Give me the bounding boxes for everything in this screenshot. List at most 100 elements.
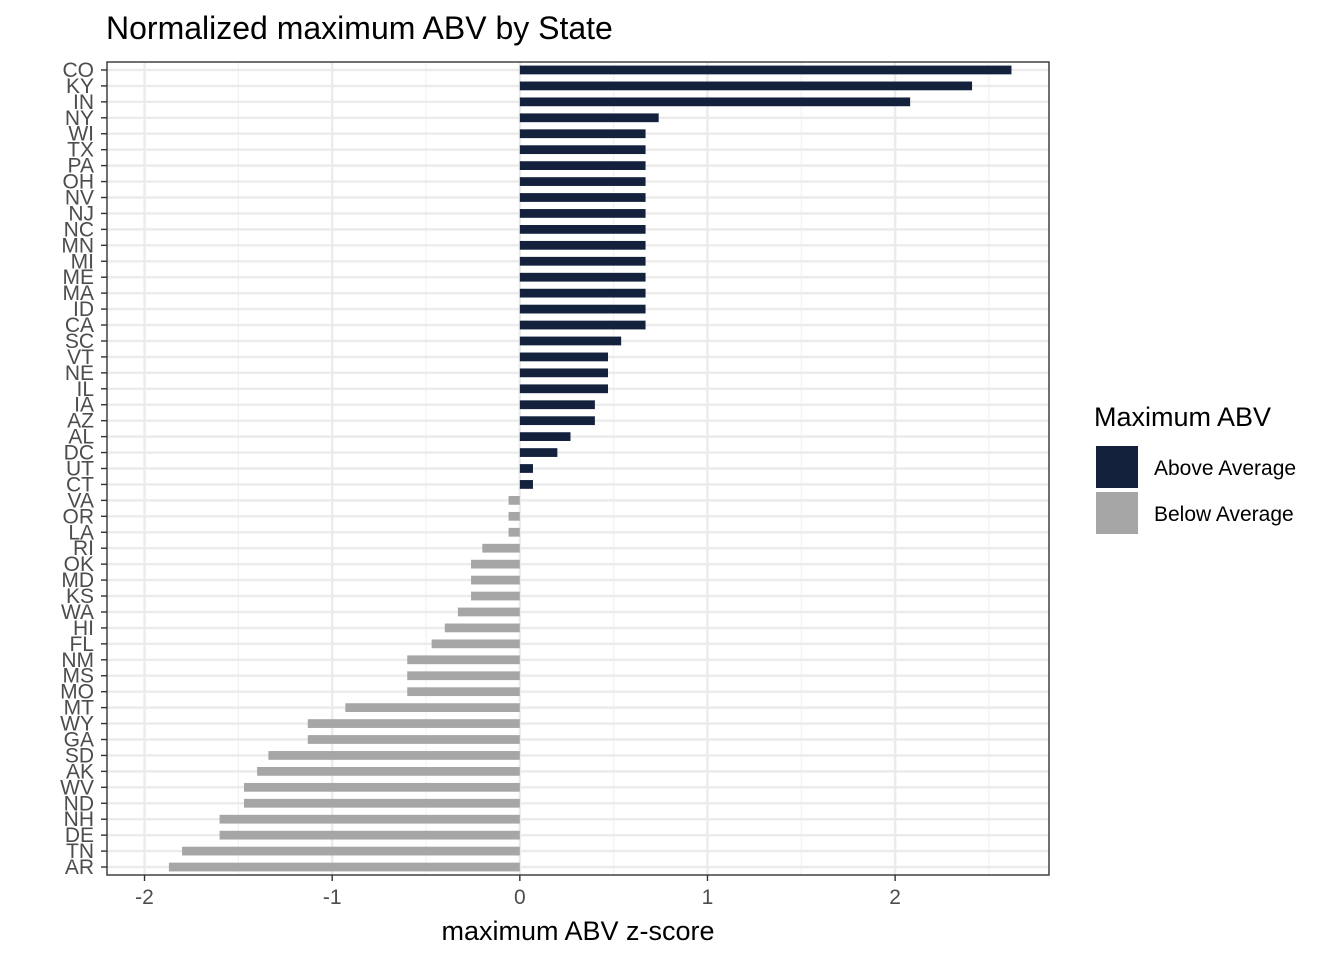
y-tick-label: AZ	[67, 410, 94, 433]
y-tick-label: GA	[64, 729, 94, 752]
bar-oh	[519, 177, 646, 186]
y-tick-label: CO	[63, 59, 95, 82]
bar-ga	[307, 735, 520, 744]
y-tick-label: NY	[65, 107, 94, 130]
y-tick-label: MA	[63, 282, 95, 305]
x-tick-label: 1	[702, 886, 714, 909]
y-tick-label: DC	[64, 442, 94, 465]
legend-label: Below Average	[1154, 503, 1294, 526]
y-tick-label: DE	[65, 824, 94, 847]
y-tick-label: KY	[66, 75, 94, 98]
y-tick-label: NM	[61, 649, 94, 672]
bar-ok	[471, 559, 520, 569]
bar-ut	[519, 464, 533, 473]
x-tick-label: -1	[323, 886, 342, 909]
bar-vt	[519, 352, 609, 362]
y-axis: COKYINNYWITXPAOHNVNJNCMNMIMEMAIDCASCVTNE…	[60, 59, 107, 879]
y-tick-label: ID	[73, 298, 94, 321]
y-tick-label: ME	[63, 266, 95, 289]
y-tick-label: WA	[61, 601, 94, 624]
bar-md	[471, 575, 520, 585]
legend-label: Above Average	[1154, 457, 1296, 480]
y-tick-label: TN	[66, 840, 94, 863]
bar-az	[519, 416, 595, 426]
bar-wy	[307, 719, 520, 728]
y-tick-label: IN	[73, 91, 94, 114]
bar-nd	[243, 798, 520, 808]
bar-wa	[457, 607, 520, 617]
bar-ar	[168, 862, 520, 872]
bar-me	[519, 272, 646, 282]
y-tick-label: WV	[60, 776, 94, 799]
x-tick-label: 0	[514, 886, 526, 909]
y-tick-label: UT	[66, 458, 94, 481]
bar-nj	[519, 209, 646, 218]
bar-tn	[182, 846, 520, 856]
bar-mt	[345, 703, 520, 713]
bar-ma	[519, 288, 646, 298]
y-tick-label: KS	[66, 585, 94, 608]
y-tick-label: SD	[65, 744, 94, 767]
bar-hi	[444, 623, 520, 633]
bar-sd	[268, 751, 520, 760]
y-tick-label: RI	[73, 537, 94, 560]
legend-swatch	[1096, 446, 1138, 488]
bar-wv	[243, 782, 520, 792]
y-tick-label: ND	[64, 792, 94, 815]
x-axis: -2 -1 0 1 2	[135, 875, 901, 909]
bar-wi	[519, 129, 646, 139]
bar-id	[519, 304, 646, 314]
y-tick-label: HI	[73, 617, 94, 640]
bar-sc	[519, 336, 622, 346]
y-tick-label: WI	[68, 123, 94, 146]
y-tick-label: PA	[68, 155, 94, 178]
bar-ny	[519, 113, 659, 123]
y-tick-label: MN	[61, 234, 94, 257]
bar-mo	[407, 687, 520, 697]
bar-ms	[407, 671, 520, 681]
bar-dc	[519, 448, 558, 457]
y-tick-label: AL	[68, 426, 94, 449]
bar-pa	[519, 161, 646, 171]
y-tick-label: MS	[63, 665, 95, 688]
bar-va	[508, 495, 520, 505]
bar-ky	[519, 81, 973, 91]
x-tick-label: 2	[889, 886, 901, 909]
bar-ri	[482, 543, 520, 553]
bar-in	[519, 97, 911, 107]
y-tick-label: LA	[68, 521, 94, 544]
bar-mi	[519, 256, 646, 266]
bar-or	[508, 511, 520, 521]
y-tick-label: MO	[60, 681, 94, 704]
y-tick-label: NV	[65, 187, 94, 210]
y-tick-label: NH	[64, 808, 94, 831]
legend: Maximum ABV Above Average Below Average	[1094, 402, 1296, 534]
x-axis-title: maximum ABV z-score	[441, 916, 714, 946]
bar-ne	[519, 368, 609, 378]
bar-ks	[471, 591, 520, 601]
x-tick-label: -2	[135, 886, 154, 909]
y-tick-label: MD	[61, 569, 94, 592]
bar-ct	[519, 480, 533, 489]
y-tick-label: SC	[65, 330, 94, 353]
bar-fl	[431, 639, 520, 649]
bar-co	[519, 65, 1012, 75]
y-tick-label: CT	[66, 473, 94, 496]
bar-ak	[257, 766, 520, 776]
bars	[168, 65, 1012, 872]
bar-il	[519, 384, 609, 394]
y-tick-label: IA	[74, 394, 94, 417]
y-tick-label: TX	[67, 139, 94, 162]
y-tick-label: NJ	[68, 202, 94, 225]
y-tick-label: VT	[67, 346, 94, 369]
y-tick-label: OR	[63, 505, 95, 528]
y-tick-label: MI	[71, 250, 94, 273]
y-tick-label: CA	[65, 314, 94, 337]
bar-ca	[519, 320, 646, 330]
y-tick-label: OK	[64, 553, 94, 576]
y-tick-label: WY	[60, 713, 94, 736]
y-tick-label: FL	[69, 633, 94, 656]
legend-swatch	[1096, 492, 1138, 534]
bar-nc	[519, 224, 646, 234]
